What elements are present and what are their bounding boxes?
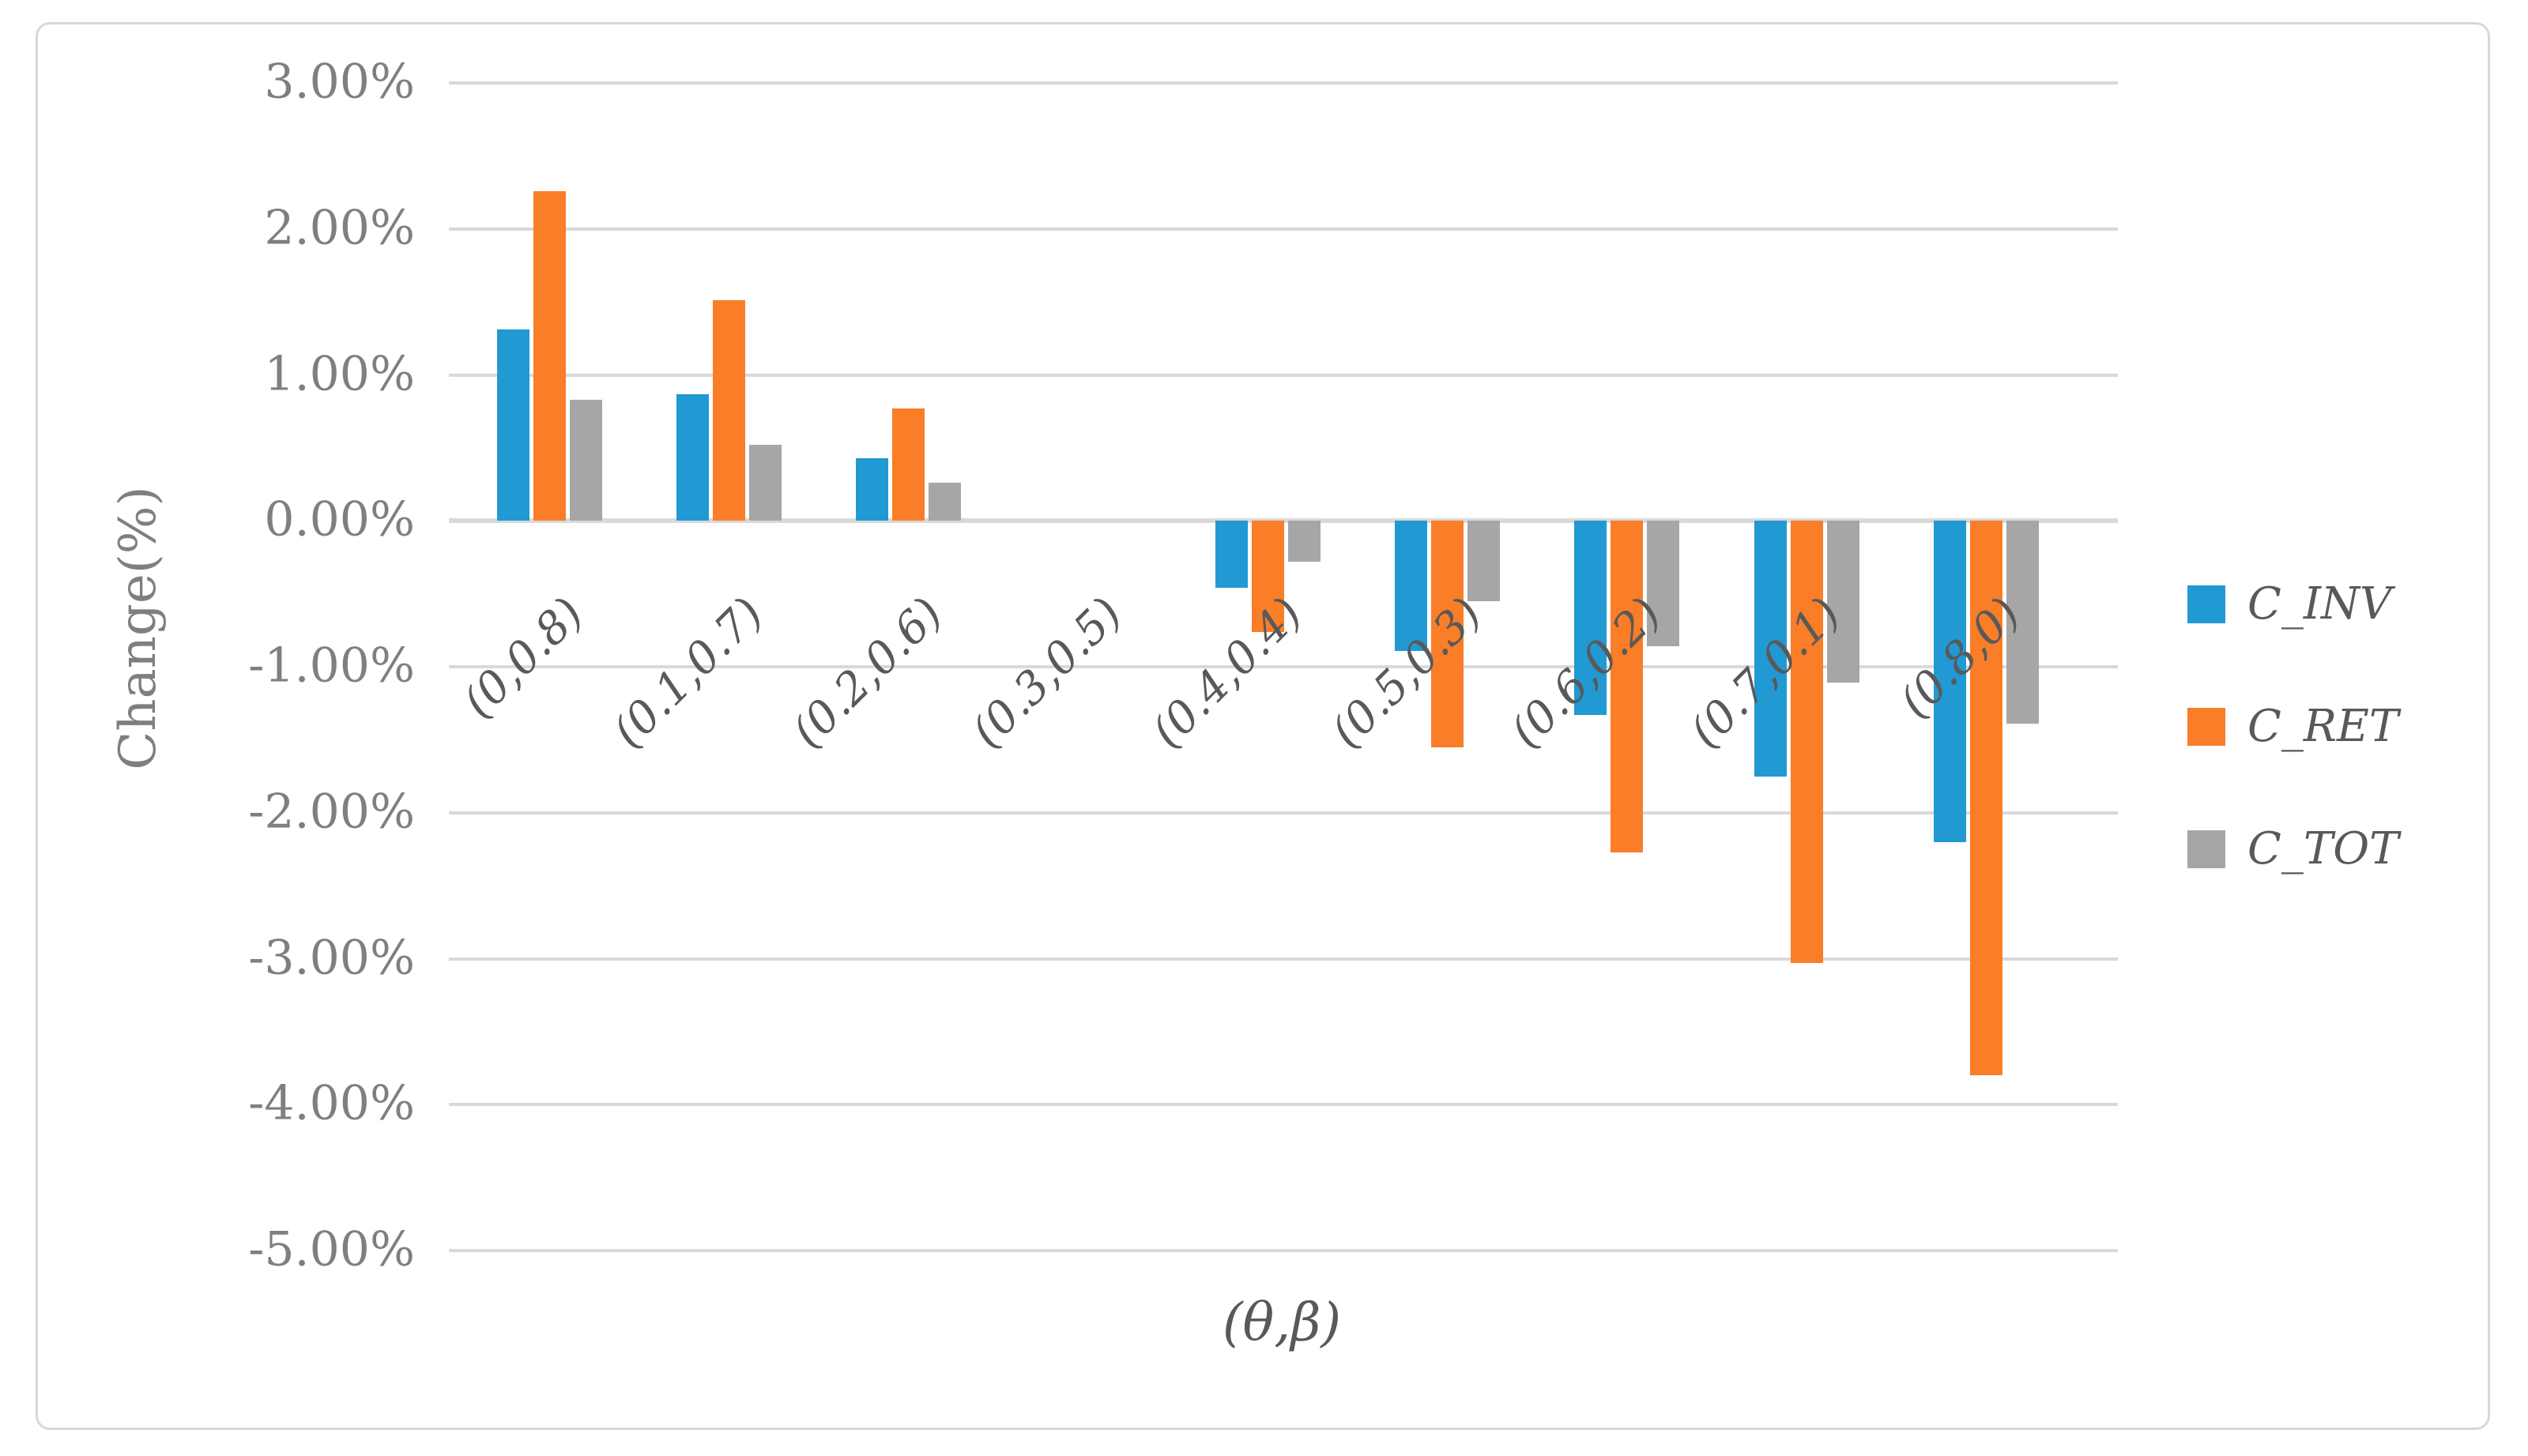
bar-C_RET-(0.7,0.1) [1790, 521, 1823, 964]
legend-item-C_TOT: C_TOT [2187, 823, 2398, 875]
bar-C_RET-(0,0.8) [533, 190, 566, 521]
bar-C_INV-(0.1,0.7) [676, 393, 709, 521]
bar-C_INV-(0.8,0) [1933, 521, 1966, 842]
y-tick-label: 0.00% [264, 491, 415, 547]
bar-C_INV-(0.7,0.1) [1754, 521, 1787, 777]
bar-C_INV-(0,0.8) [496, 329, 529, 521]
bar-C_RET-(0.1,0.7) [712, 300, 745, 521]
gridline [449, 373, 2118, 377]
legend-label-C_INV: C_INV [2247, 578, 2392, 630]
bar-C_RET-(0.8,0) [1969, 521, 2002, 1076]
gridline [449, 1249, 2118, 1252]
legend-label-C_TOT: C_TOT [2247, 823, 2399, 875]
bar-C_TOT-(0.7,0.1) [1826, 521, 1859, 683]
bar-C_RET-(0.5,0.3) [1431, 521, 1464, 747]
bar-C_INV-(0.2,0.6) [856, 457, 889, 521]
bar-C_RET-(0.2,0.6) [892, 408, 925, 521]
bar-C_INV-(0.5,0.3) [1395, 521, 1427, 651]
y-tick-label: -4.00% [248, 1075, 415, 1131]
legend-item-C_RET: C_RET [2187, 701, 2398, 752]
gridline [449, 81, 2118, 85]
bar-C_INV-(0.6,0.2) [1574, 521, 1607, 715]
legend-swatch-C_INV [2187, 585, 2225, 623]
y-tick-label: -3.00% [248, 930, 415, 986]
y-tick-label: -1.00% [248, 638, 415, 694]
gridline [449, 227, 2118, 231]
y-tick-label: 2.00% [264, 200, 415, 256]
legend-swatch-C_RET [2187, 707, 2225, 746]
legend-swatch-C_TOT [2187, 830, 2225, 868]
y-tick-label: -2.00% [248, 784, 415, 840]
bar-C_RET-(0.4,0.4) [1251, 521, 1284, 632]
y-axis-title: Change(%) [109, 486, 168, 770]
y-tick-label: 3.00% [264, 54, 415, 110]
y-tick-label: -5.00% [248, 1221, 415, 1277]
gridline [449, 811, 2118, 815]
y-tick-label: 1.00% [264, 346, 415, 402]
bar-C_TOT-(0.1,0.7) [748, 445, 782, 521]
gridline [449, 1103, 2118, 1107]
bar-C_TOT-(0.8,0) [2006, 521, 2039, 724]
legend-label-C_RET: C_RET [2247, 701, 2399, 752]
bar-C_TOT-(0.6,0.2) [1647, 521, 1680, 647]
bar-C_TOT-(0.5,0.3) [1467, 521, 1500, 601]
bar-C_TOT-(0.4,0.4) [1287, 521, 1321, 562]
bar-C_RET-(0.6,0.2) [1611, 521, 1644, 852]
bar-C_INV-(0.4,0.4) [1215, 521, 1248, 589]
chart-border [36, 22, 2490, 1430]
bar-C_TOT-(0,0.8) [569, 399, 602, 521]
bar-C_TOT-(0.2,0.6) [929, 483, 962, 521]
gridline [449, 665, 2118, 668]
gridline [449, 957, 2118, 961]
legend-item-C_INV: C_INV [2187, 578, 2391, 630]
x-axis-title: (θ,β) [1222, 1292, 1342, 1353]
